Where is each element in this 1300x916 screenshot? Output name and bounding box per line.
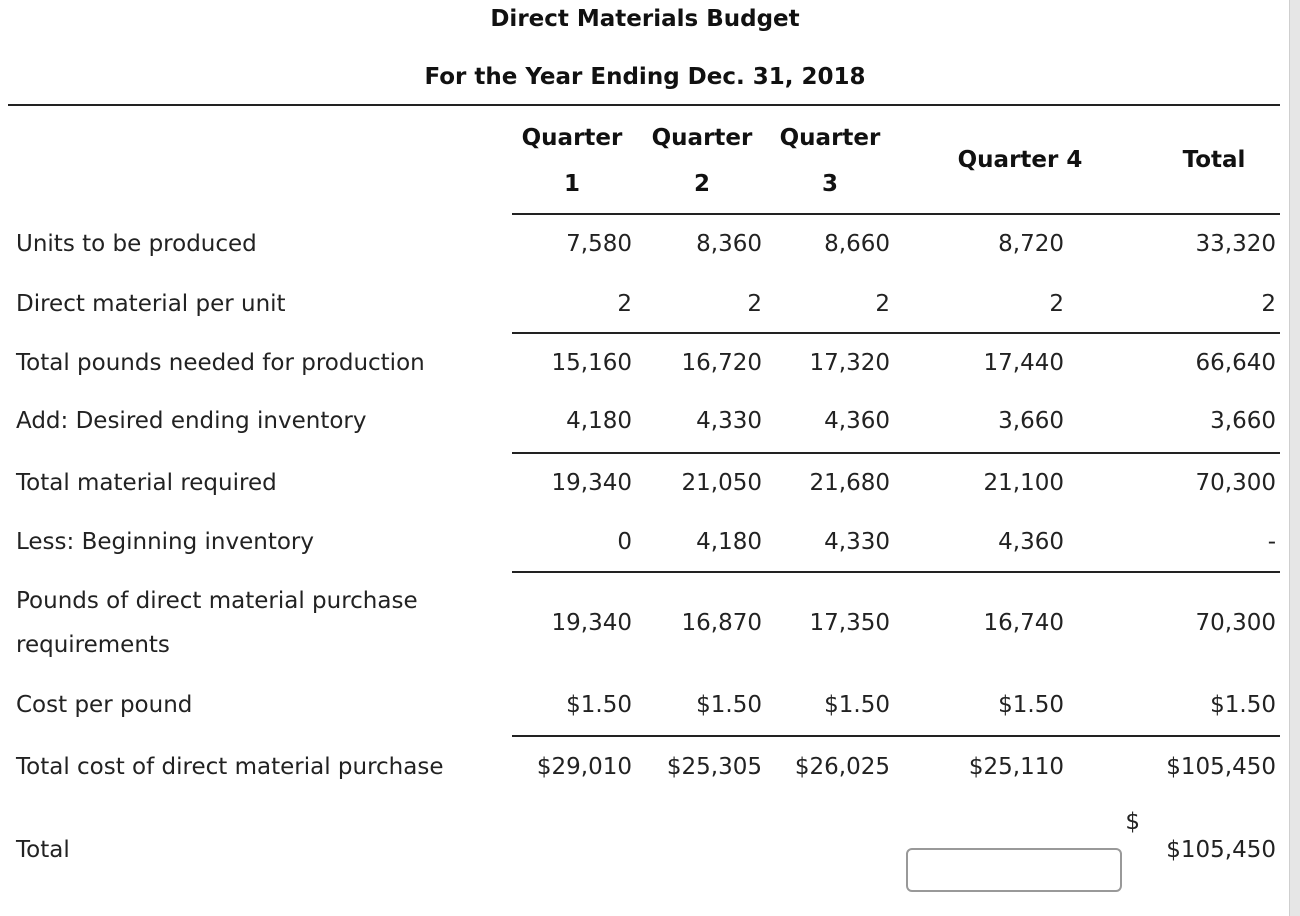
row-value: 15,160 xyxy=(551,350,632,376)
row-label: Units to be produced xyxy=(16,231,257,257)
row-value: $26,025 xyxy=(794,754,890,780)
row-value: 4,360 xyxy=(998,529,1064,555)
row-value: 21,680 xyxy=(809,470,890,496)
row-label: Cost per pound xyxy=(16,692,193,718)
page-subtitle: For the Year Ending Dec. 31, 2018 xyxy=(424,64,866,90)
page-title: Direct Materials Budget xyxy=(490,6,800,32)
row-value: 16,870 xyxy=(681,610,762,636)
row-label: Total cost of direct material purchase xyxy=(16,754,444,780)
row-value: 2 xyxy=(747,291,762,317)
row-value: $29,010 xyxy=(536,754,632,780)
row-label: Total pounds needed for production xyxy=(16,350,425,376)
total-input[interactable] xyxy=(906,848,1122,892)
row-value: 16,720 xyxy=(681,350,762,376)
row-value: 4,180 xyxy=(696,529,762,555)
row-value: $1.50 xyxy=(1210,692,1276,718)
top-rule xyxy=(8,104,1280,106)
divider xyxy=(512,571,1280,573)
row-value: 17,320 xyxy=(809,350,890,376)
column-header-line1: Quarter xyxy=(651,125,753,151)
row-value: - xyxy=(1267,529,1276,555)
row-value: $1.50 xyxy=(824,692,890,718)
row-value: 8,360 xyxy=(696,231,762,257)
row-value: 70,300 xyxy=(1195,470,1276,496)
row-value: 21,100 xyxy=(983,470,1064,496)
row-value: 4,330 xyxy=(824,529,890,555)
row-value: $25,305 xyxy=(666,754,762,780)
row-value: $1.50 xyxy=(566,692,632,718)
divider xyxy=(512,735,1280,737)
column-header-line1: Quarter xyxy=(521,125,623,151)
row-value: 4,330 xyxy=(696,408,762,434)
row-value: $25,110 xyxy=(968,754,1064,780)
row-value: $105,450 xyxy=(1166,754,1276,780)
column-header-line2: 2 xyxy=(693,171,710,197)
row-value: 16,740 xyxy=(983,610,1064,636)
total-label: Total xyxy=(16,837,70,863)
row-value: 7,580 xyxy=(566,231,632,257)
column-header-line2: 1 xyxy=(563,171,580,197)
scrollbar[interactable] xyxy=(1289,0,1300,916)
row-value: 19,340 xyxy=(551,610,632,636)
row-value: 33,320 xyxy=(1195,231,1276,257)
row-value: 4,180 xyxy=(566,408,632,434)
row-value: 66,640 xyxy=(1195,350,1276,376)
column-header-line1: Quarter xyxy=(779,125,881,151)
row-value: 3,660 xyxy=(1210,408,1276,434)
row-value: 17,350 xyxy=(809,610,890,636)
divider xyxy=(512,452,1280,454)
divider xyxy=(512,332,1280,334)
row-value: 2 xyxy=(1049,291,1064,317)
column-header: Quarter 4 xyxy=(957,147,1083,173)
row-value: 8,720 xyxy=(998,231,1064,257)
row-label: Pounds of direct material purchase requi… xyxy=(16,588,418,658)
row-label: Add: Desired ending inventory xyxy=(16,408,367,434)
row-value: 2 xyxy=(1261,291,1276,317)
total-value: $105,450 xyxy=(1166,837,1276,863)
column-header-line2: 3 xyxy=(821,171,838,197)
row-value: 3,660 xyxy=(998,408,1064,434)
row-value: 2 xyxy=(617,291,632,317)
row-value: 4,360 xyxy=(824,408,890,434)
row-label: Less: Beginning inventory xyxy=(16,529,315,555)
row-value: 19,340 xyxy=(551,470,632,496)
row-label: Direct material per unit xyxy=(16,291,286,317)
currency-symbol: $ xyxy=(1125,809,1140,835)
row-value: 0 xyxy=(617,529,632,555)
divider xyxy=(512,213,1280,215)
row-value: 21,050 xyxy=(681,470,762,496)
row-value: $1.50 xyxy=(998,692,1064,718)
row-value: 2 xyxy=(875,291,890,317)
row-value: $1.50 xyxy=(696,692,762,718)
row-value: 70,300 xyxy=(1195,610,1276,636)
row-value: 8,660 xyxy=(824,231,890,257)
column-header: Total xyxy=(1182,147,1246,173)
row-label: Total material required xyxy=(16,470,277,496)
row-value: 17,440 xyxy=(983,350,1064,376)
